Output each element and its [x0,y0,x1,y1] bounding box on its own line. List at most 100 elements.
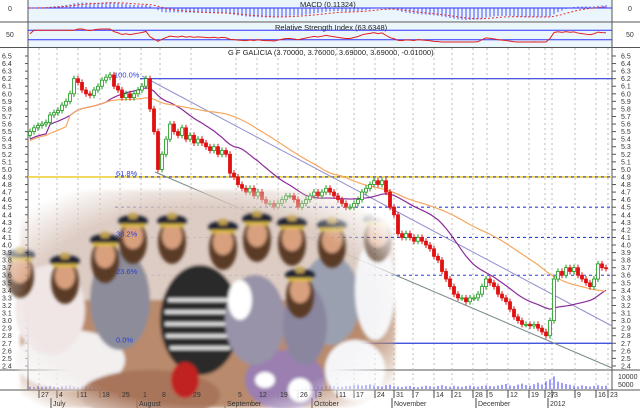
candle-up [596,263,600,280]
hat-badge [16,247,24,253]
candle-down [152,108,156,132]
price-tick-right: 4.1 [621,235,631,242]
price-tick-right: 2.4 [621,363,631,370]
candle-down [424,240,428,246]
candle-down [528,323,532,327]
price-tick-right: 2.9 [621,326,631,333]
candle-up [480,286,484,295]
price-tick-right: 2.7 [621,341,631,348]
price-tick-right: 4.9 [621,174,631,181]
hat-badge [296,267,304,273]
candle-down [588,282,592,287]
candle-down [508,301,512,310]
macd-axis-right: 0 [628,6,632,13]
candle-down [376,180,380,185]
candle-down [128,93,132,98]
price-tick-right: 4.3 [621,220,631,227]
date-tick: 7 [415,392,419,399]
price-tick-right: 2.6 [621,348,631,355]
candle-up [160,153,164,170]
macd-panel [28,2,612,20]
candle-up [468,297,472,303]
candle-up [472,297,476,300]
price-tick-left: 2.5 [2,356,12,363]
date-tick: 27 [41,392,49,399]
candle-down [520,320,524,325]
price-tick-right: 3.8 [621,258,631,265]
candle-down [512,308,516,318]
face [282,225,302,251]
face [247,221,267,247]
candle-down [176,131,180,136]
face [213,229,233,255]
price-tick-right: 4.5 [621,205,631,212]
candle-up [476,293,480,299]
face [10,257,30,283]
price-tick-left: 2.8 [2,333,12,340]
face [55,263,75,289]
chart-title: G F GALICIA (3.70000, 3.76000, 3.69000, … [228,48,434,57]
candle-down [452,286,456,295]
candle-up [372,180,376,185]
macd-axis-left: 0 [8,6,12,13]
candle-up [368,184,372,189]
candle-down [440,259,444,272]
price-tick-left: 4.7 [2,190,12,197]
candle-up [484,278,488,287]
candle-down [116,85,120,91]
face [368,221,388,247]
candle-up [380,180,384,185]
price-tick-right: 3.5 [621,280,631,287]
face [290,277,310,303]
face [95,242,115,268]
price-tick-right: 6.2 [621,76,631,83]
price-tick-left: 4.8 [2,182,12,189]
price-tick-right: 6.4 [621,61,631,68]
candle-up [124,93,128,98]
candle-up [28,131,32,136]
date-tick: 12 [259,392,267,399]
rsi-axis-left: 50 [6,32,14,39]
price-tick-right: 5.1 [621,159,631,166]
price-tick-left: 3.5 [2,280,12,287]
candle-down [420,237,424,242]
candle-down [516,316,520,322]
candle-up [68,93,72,102]
hat-band [53,264,77,267]
candle-down [216,146,220,155]
price-tick-right: 5.7 [621,114,631,121]
price-tick-right: 3.2 [621,303,631,310]
candle-up [220,150,224,155]
candle-up [168,123,172,140]
candle-up [564,267,568,276]
face [123,223,143,249]
candle-up [404,233,408,238]
month-label: August [139,401,161,408]
candle-down [600,263,604,269]
candle-down [576,267,580,276]
price-tick-right: 3.9 [621,250,631,257]
candle-up [180,127,184,136]
price-tick-left: 3.6 [2,273,12,280]
candle-down [428,244,432,250]
candle-up [60,104,64,111]
candle-down [604,267,608,270]
hat-badge [129,213,137,219]
date-tick: 19 [280,392,288,399]
price-tick-right: 4.4 [621,212,631,219]
price-tick-left: 6.2 [2,76,12,83]
candle-up [136,89,140,95]
hat-badge [374,211,382,217]
hat-badge [101,232,109,238]
face [322,227,342,253]
month-label: September [227,401,262,408]
price-tick-right: 5.5 [621,129,631,136]
price-tick-left: 5.1 [2,159,12,166]
price-tick-left: 2.4 [2,363,12,370]
candle-down [492,282,496,287]
price-tick-left: 6.0 [2,91,12,98]
price-tick-right: 3.6 [621,273,631,280]
candle-down [232,172,236,178]
hat-band [93,243,117,246]
